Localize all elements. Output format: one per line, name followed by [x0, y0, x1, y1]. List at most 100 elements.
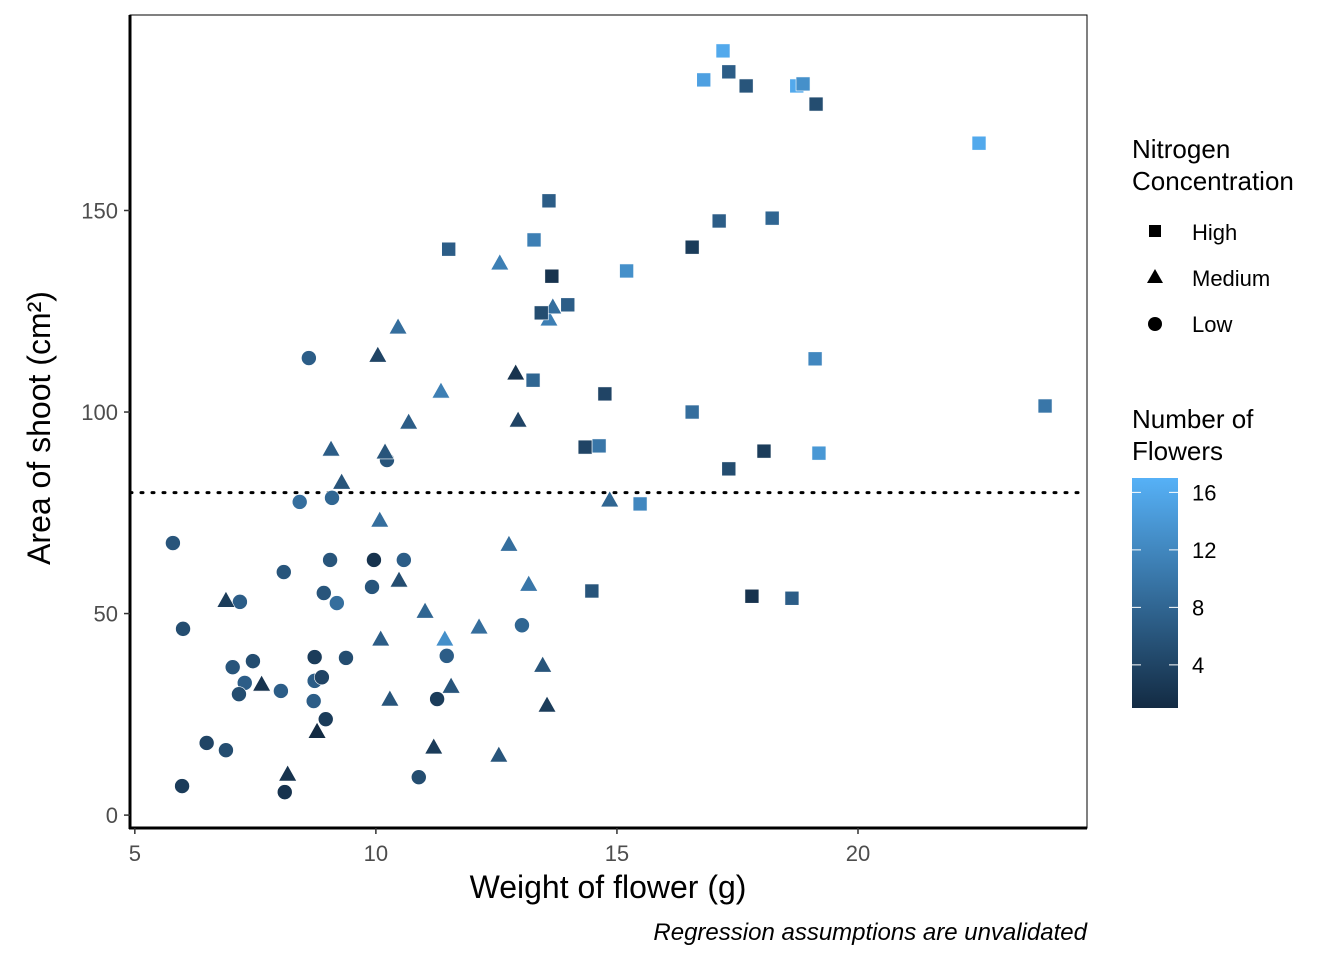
point-low	[276, 784, 293, 800]
legend-label-high: High	[1192, 220, 1237, 245]
point-high	[784, 590, 800, 606]
point-high	[811, 445, 827, 461]
point-high	[721, 461, 737, 477]
shape-legend: Nitrogen Concentration High Medium Low	[1132, 134, 1294, 337]
y-tick-label: 100	[81, 400, 118, 425]
point-high	[807, 351, 823, 367]
point-high	[526, 232, 542, 248]
point-medium	[332, 472, 352, 490]
x-tick-label: 5	[129, 841, 141, 866]
point-high	[597, 386, 613, 402]
legend-triangle-icon	[1147, 269, 1163, 283]
point-medium	[380, 689, 400, 707]
shape-legend-title-line1: Nitrogen	[1132, 134, 1230, 164]
point-high	[795, 76, 811, 92]
x-tick-label: 20	[846, 841, 870, 866]
point-medium	[435, 629, 455, 647]
point-high	[721, 64, 737, 80]
point-medium	[441, 676, 461, 694]
x-axis-label: Weight of flower (g)	[470, 869, 747, 905]
point-low	[338, 650, 354, 666]
point-high	[544, 268, 560, 284]
point-high	[756, 443, 772, 459]
point-high	[696, 72, 712, 88]
point-medium	[399, 412, 419, 430]
point-medium	[252, 674, 272, 692]
point-medium	[370, 510, 390, 528]
point-medium	[499, 534, 519, 552]
point-high	[541, 193, 557, 209]
colorbar-tick-label: 12	[1192, 538, 1216, 563]
point-low	[438, 648, 455, 664]
point-high	[1037, 398, 1053, 414]
point-high	[560, 297, 576, 313]
point-low	[232, 594, 248, 610]
point-high	[744, 588, 760, 604]
colorbar-tick-label: 4	[1192, 653, 1204, 678]
point-low	[324, 490, 340, 506]
point-medium	[388, 317, 408, 335]
color-legend-title-line1: Number of	[1132, 404, 1254, 434]
point-low	[306, 649, 323, 665]
point-low	[366, 552, 382, 568]
point-low	[198, 735, 215, 751]
point-high	[632, 496, 648, 512]
point-high	[738, 78, 754, 94]
colorbar-tick-label: 8	[1192, 595, 1204, 620]
colorbar-tick-label: 16	[1192, 480, 1216, 505]
point-low	[429, 691, 445, 707]
legend-square-icon	[1149, 225, 1161, 237]
point-low	[291, 494, 308, 510]
caption: Regression assumptions are unvalidated	[653, 919, 1087, 946]
point-medium	[424, 737, 444, 755]
point-medium	[533, 655, 553, 673]
point-medium	[600, 490, 620, 508]
point-medium	[489, 745, 509, 763]
point-high	[525, 372, 541, 388]
shape-legend-title-line2: Concentration	[1132, 166, 1294, 196]
point-medium	[415, 601, 435, 619]
point-low	[275, 564, 292, 580]
point-low	[218, 742, 234, 759]
point-high	[715, 43, 731, 59]
point-high	[533, 305, 549, 321]
point-medium	[519, 574, 539, 592]
point-low	[175, 621, 191, 637]
legend-circle-icon	[1148, 317, 1162, 331]
point-medium	[307, 721, 327, 739]
point-medium	[506, 363, 526, 381]
y-tick-label: 150	[81, 198, 118, 223]
point-high	[764, 210, 780, 226]
point-low	[305, 693, 322, 709]
point-high	[808, 96, 824, 112]
legend-label-low: Low	[1192, 312, 1232, 337]
data-points	[165, 43, 1053, 800]
y-tick-label: 0	[106, 803, 118, 828]
point-low	[224, 659, 241, 675]
point-medium	[389, 570, 409, 588]
point-high	[577, 439, 593, 455]
point-medium	[490, 253, 510, 271]
point-high	[619, 263, 634, 279]
legend-label-medium: Medium	[1192, 266, 1270, 291]
point-low	[273, 683, 289, 699]
point-low	[316, 585, 332, 601]
point-medium	[368, 345, 388, 363]
color-legend-title-line2: Flowers	[1132, 436, 1223, 466]
point-high	[591, 438, 607, 454]
point-low	[396, 552, 412, 568]
x-tick-label: 15	[605, 841, 629, 866]
point-low	[317, 711, 334, 727]
point-medium	[537, 695, 557, 713]
point-medium	[216, 590, 236, 608]
point-high	[684, 239, 700, 255]
point-medium	[375, 442, 395, 460]
panel-border	[129, 14, 1088, 829]
point-medium	[431, 381, 451, 399]
point-high	[441, 241, 456, 257]
point-low	[329, 595, 345, 611]
point-low	[410, 769, 427, 786]
y-tick-label: 50	[94, 602, 118, 627]
point-medium	[371, 629, 391, 647]
